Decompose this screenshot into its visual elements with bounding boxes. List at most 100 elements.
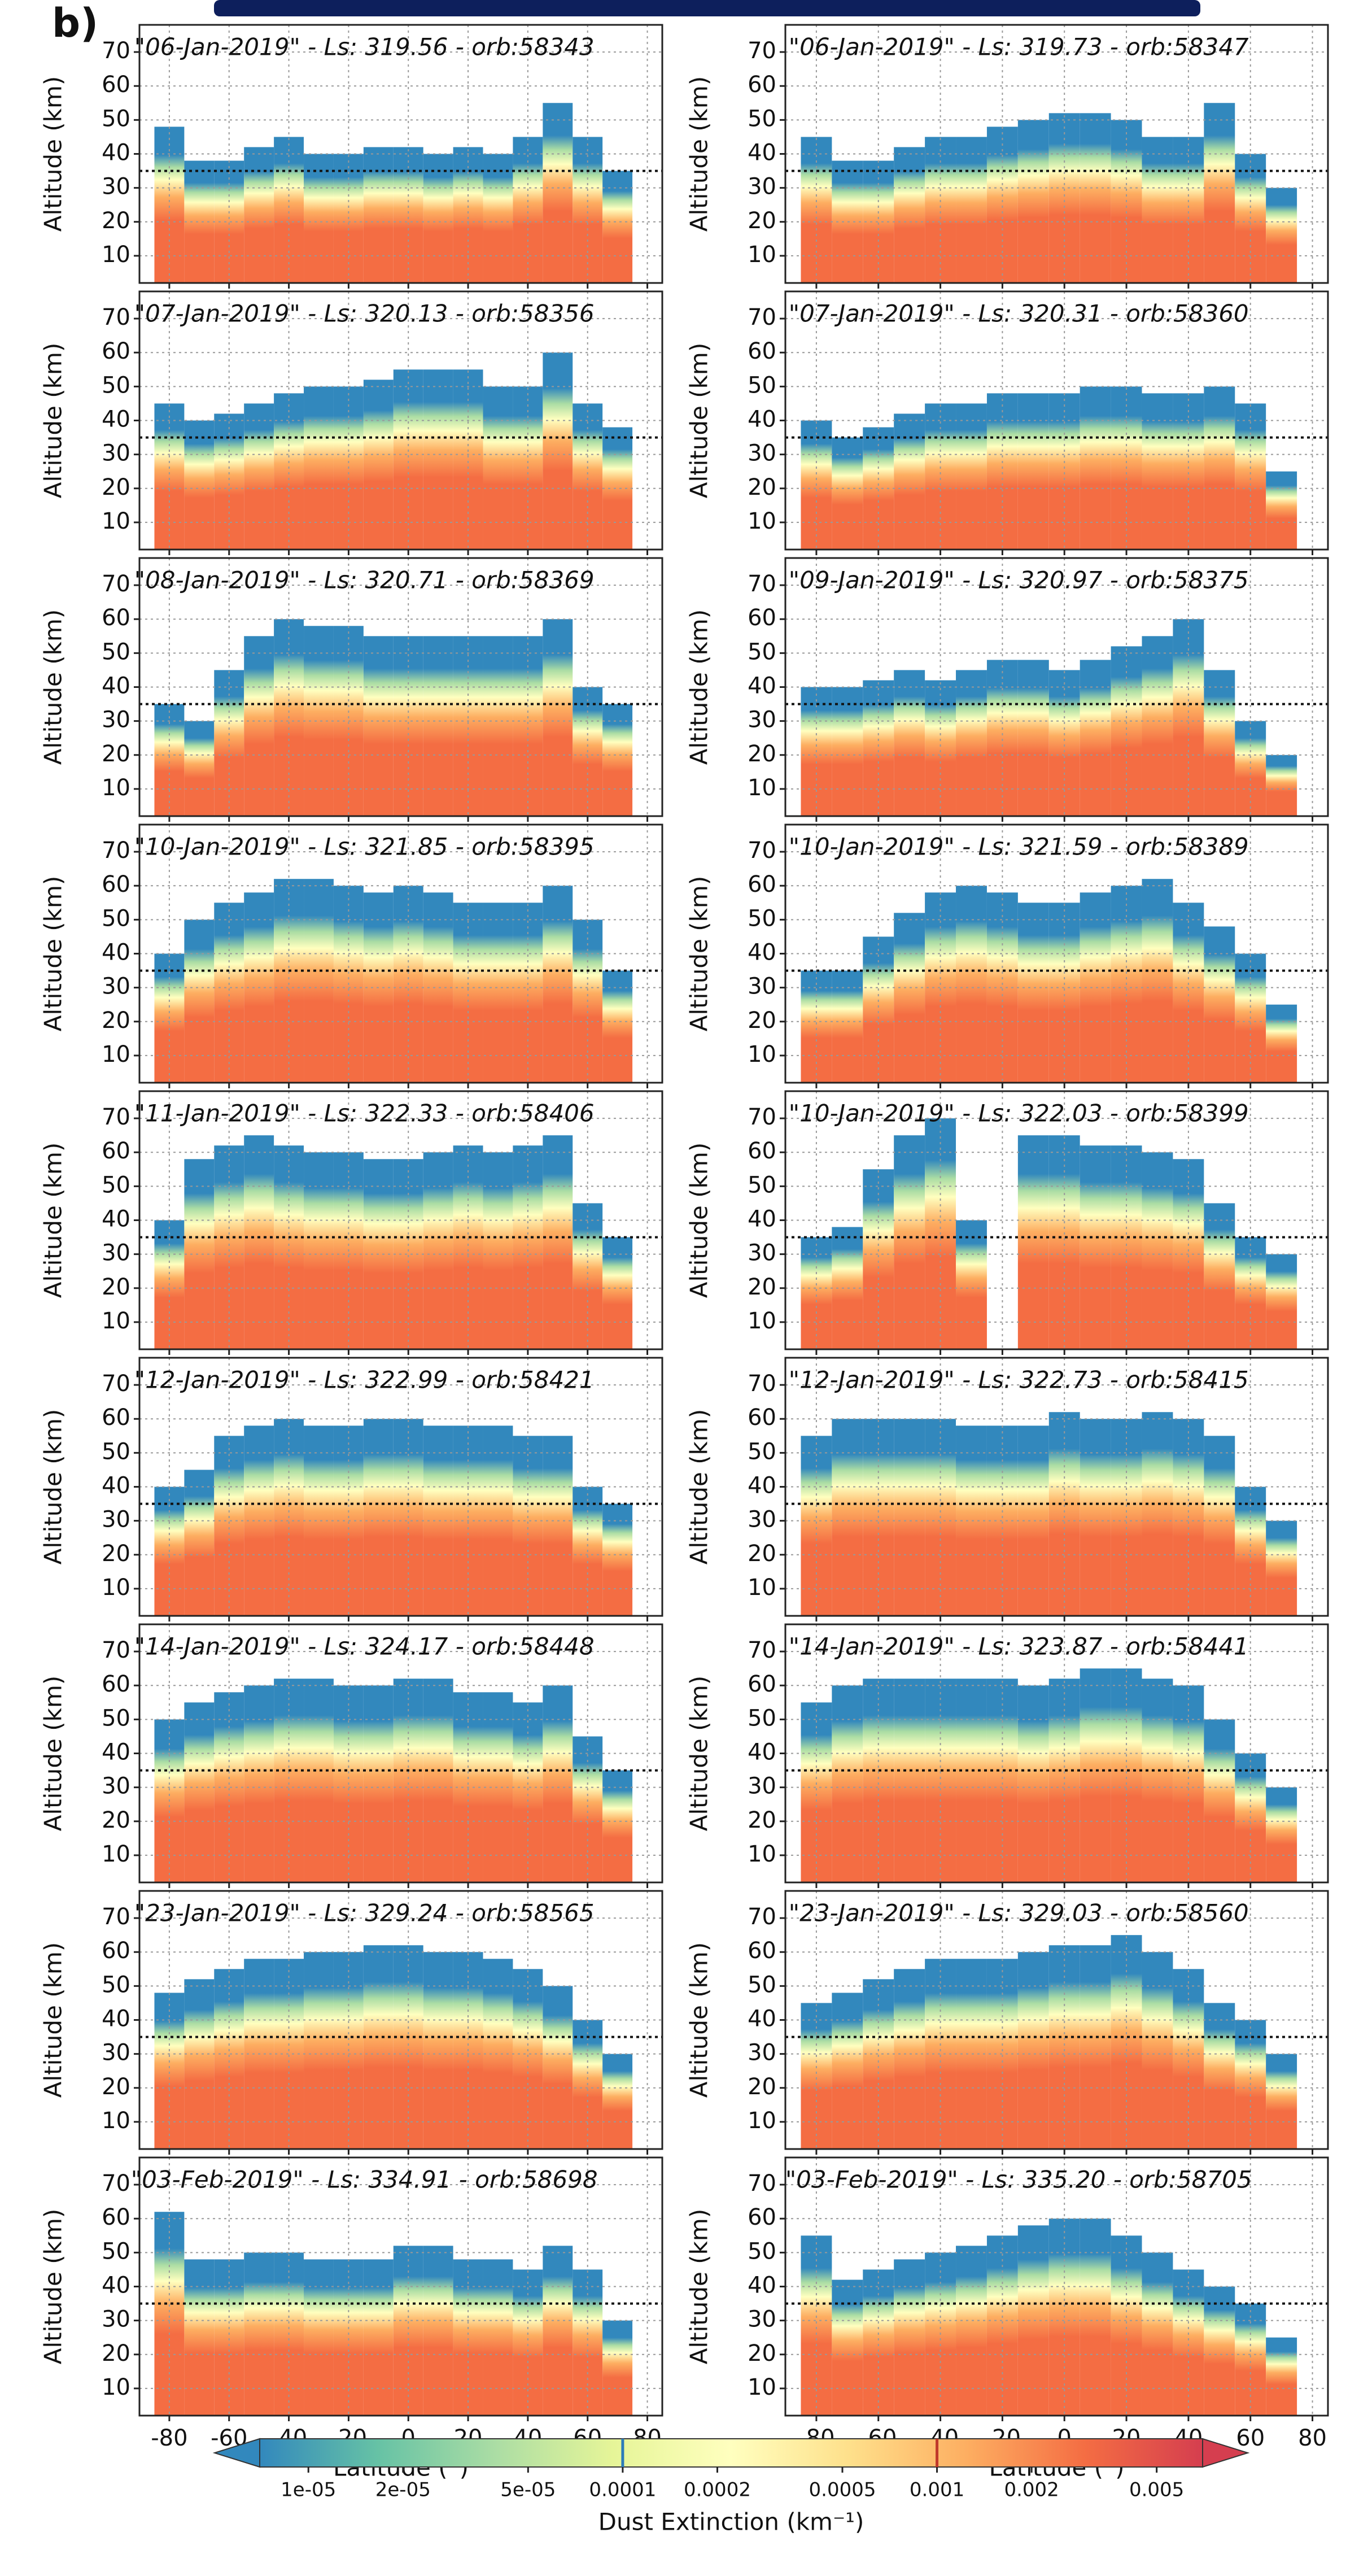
dust-column bbox=[832, 1993, 863, 2149]
dust-column bbox=[894, 670, 925, 816]
y-tick-label: 10 bbox=[102, 1308, 130, 1334]
y-tick-label: 70 bbox=[102, 1104, 130, 1130]
y-tick-label: 30 bbox=[102, 1507, 130, 1533]
dust-column bbox=[1266, 188, 1297, 283]
y-tick-label: 20 bbox=[102, 2340, 130, 2366]
panel-title: "10-Jan-2019" - Ls: 322.03 - orb:58399 bbox=[789, 1100, 1249, 1127]
dust-column bbox=[304, 154, 334, 283]
dust-column bbox=[304, 1679, 334, 1882]
dust-column bbox=[1111, 1145, 1142, 1349]
y-tick-label: 10 bbox=[748, 508, 776, 534]
dust-column bbox=[894, 1969, 925, 2149]
dust-column bbox=[925, 137, 956, 283]
figure-label: b) bbox=[52, 0, 98, 46]
dust-column bbox=[1142, 636, 1173, 816]
y-tick-label: 30 bbox=[748, 1773, 776, 1799]
dust-column bbox=[1235, 403, 1266, 550]
panel-title: "06-Jan-2019" - Ls: 319.56 - orb:58343 bbox=[134, 33, 595, 61]
dust-column bbox=[1048, 1412, 1080, 1616]
dust-column bbox=[602, 1503, 633, 1616]
dust-column bbox=[1080, 386, 1111, 550]
dust-column bbox=[1204, 2286, 1235, 2416]
y-tick-label: 20 bbox=[102, 1541, 130, 1567]
y-tick-label: 40 bbox=[748, 940, 776, 966]
dust-column bbox=[1266, 2054, 1297, 2149]
dust-column bbox=[543, 1685, 573, 1882]
y-tick-label: 10 bbox=[748, 2108, 776, 2134]
dust-column bbox=[1111, 646, 1142, 816]
dust-column bbox=[1080, 1668, 1111, 1882]
colorbar-tick-label: 0.0002 bbox=[684, 2479, 751, 2501]
panel-title: "10-Jan-2019" - Ls: 321.85 - orb:58395 bbox=[134, 833, 595, 861]
dust-column bbox=[363, 147, 394, 283]
dust-column bbox=[863, 936, 894, 1083]
dust-column bbox=[573, 1736, 603, 1882]
dust-column bbox=[1266, 1520, 1297, 1616]
y-tick-label: 10 bbox=[748, 1575, 776, 1601]
y-tick-label: 60 bbox=[102, 871, 130, 897]
y-tick-label: 70 bbox=[748, 1904, 776, 1930]
y-tick-label: 30 bbox=[748, 2040, 776, 2066]
dust-column bbox=[1080, 1945, 1111, 2149]
colorbar-tick-label: 0.001 bbox=[910, 2479, 964, 2501]
dust-column bbox=[453, 1145, 483, 1349]
dust-column bbox=[1017, 660, 1049, 816]
dust-column bbox=[1204, 1436, 1235, 1616]
dust-column bbox=[1204, 1203, 1235, 1349]
dust-column bbox=[1173, 2269, 1204, 2416]
y-tick-label: 50 bbox=[102, 1705, 130, 1731]
dust-column bbox=[423, 154, 453, 283]
y-tick-label: 10 bbox=[748, 2374, 776, 2400]
dust-column bbox=[423, 636, 453, 816]
dust-column bbox=[956, 403, 987, 550]
y-tick-label: 60 bbox=[748, 1938, 776, 1964]
dust-column bbox=[832, 687, 863, 816]
dust-column bbox=[513, 1145, 543, 1349]
panel-title: "08-Jan-2019" - Ls: 320.71 - orb:58369 bbox=[134, 566, 595, 594]
y-tick-label: 10 bbox=[102, 508, 130, 534]
dust-column bbox=[214, 413, 244, 550]
y-tick-label: 10 bbox=[748, 1041, 776, 1067]
y-tick-label: 70 bbox=[102, 2170, 130, 2196]
dust-column bbox=[393, 147, 423, 283]
y-tick-label: 40 bbox=[748, 1206, 776, 1232]
dust-column bbox=[801, 137, 832, 283]
y-tick-label: 50 bbox=[748, 1705, 776, 1731]
dust-column bbox=[602, 427, 633, 550]
y-tick-label: 50 bbox=[748, 1972, 776, 1998]
y-tick-label: 10 bbox=[102, 775, 130, 801]
dust-column bbox=[304, 626, 334, 816]
y-tick-label: 70 bbox=[748, 1371, 776, 1397]
y-tick-label: 30 bbox=[748, 1240, 776, 1266]
y-tick-label: 10 bbox=[102, 2108, 130, 2134]
y-tick-label: 60 bbox=[748, 605, 776, 631]
y-tick-label: 30 bbox=[102, 441, 130, 467]
y-axis-label: Altitude (km) bbox=[685, 76, 713, 232]
y-tick-label: 30 bbox=[102, 1773, 130, 1799]
dust-column bbox=[801, 1237, 832, 1349]
dust-column bbox=[1017, 1952, 1049, 2149]
y-tick-label: 70 bbox=[102, 1637, 130, 1663]
dust-column bbox=[602, 2054, 633, 2149]
y-tick-label: 70 bbox=[102, 304, 130, 330]
y-tick-label: 50 bbox=[748, 106, 776, 132]
dust-column bbox=[1080, 660, 1111, 816]
dust-column bbox=[573, 403, 603, 550]
y-axis-label: Altitude (km) bbox=[40, 2209, 67, 2364]
colorbar-tick-label: 0.002 bbox=[1004, 2479, 1059, 2501]
x-tick-label: 80 bbox=[1298, 2425, 1327, 2451]
y-tick-label: 30 bbox=[748, 1507, 776, 1533]
y-tick-label: 70 bbox=[748, 571, 776, 597]
y-tick-label: 20 bbox=[102, 474, 130, 500]
dust-column bbox=[1080, 1419, 1111, 1616]
y-tick-label: 70 bbox=[102, 1904, 130, 1930]
dust-column bbox=[894, 913, 925, 1083]
y-axis-label: Altitude (km) bbox=[40, 1676, 67, 1831]
y-tick-label: 70 bbox=[748, 1104, 776, 1130]
y-tick-label: 70 bbox=[102, 38, 130, 64]
dust-column bbox=[154, 2212, 185, 2416]
dust-column bbox=[1080, 1145, 1111, 1349]
y-tick-label: 20 bbox=[748, 741, 776, 767]
x-tick-label: 60 bbox=[1236, 2425, 1265, 2451]
y-axis-label: Altitude (km) bbox=[40, 76, 67, 232]
